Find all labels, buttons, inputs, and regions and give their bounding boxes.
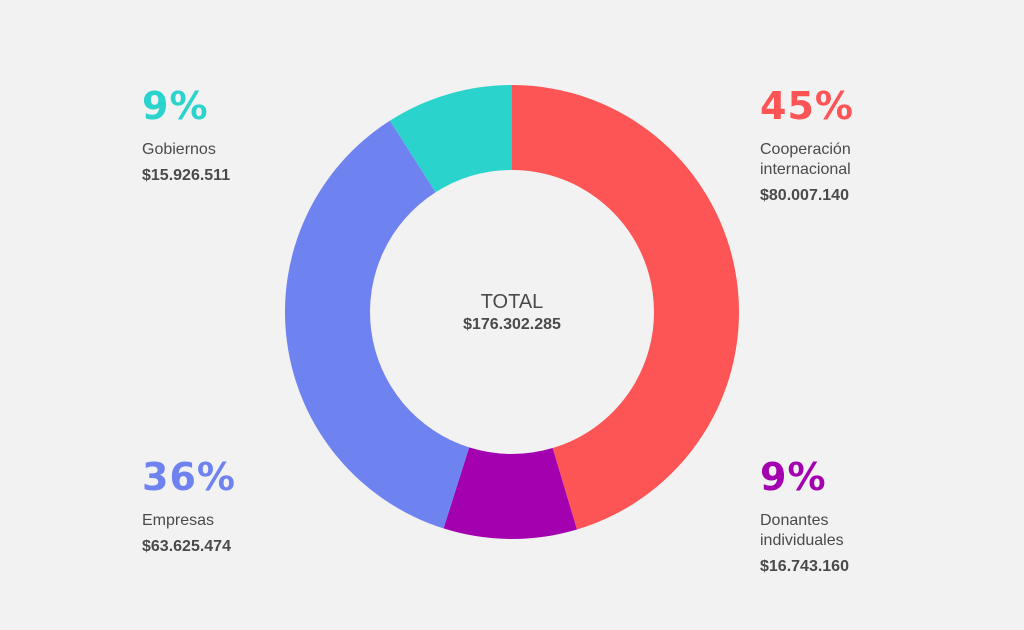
percent-label: 45%	[760, 84, 854, 128]
slice-don	[443, 447, 577, 539]
percent-label: 36%	[142, 455, 236, 499]
legend-cooperacion: 45% Cooperación internacional $80.007.14…	[760, 86, 854, 206]
total-label: TOTAL	[480, 291, 544, 313]
legend-gobiernos: 9% Gobiernos $15.926.511	[142, 86, 230, 186]
percent-label: 9%	[142, 84, 209, 128]
legend-empresas: 36% Empresas $63.625.474	[142, 457, 236, 557]
legend-donantes: 9% Donantes individuales $16.743.160	[760, 457, 849, 577]
segment-amount: $16.743.160	[760, 558, 849, 575]
total-summary: TOTAL $176.302.285	[412, 290, 612, 336]
segment-name: Donantes individuales	[760, 512, 844, 549]
slice-emp	[284, 120, 470, 529]
slice-coop	[512, 85, 739, 530]
segment-amount: $63.625.474	[142, 538, 231, 555]
segment-amount: $15.926.511	[142, 167, 231, 184]
total-amount: $176.302.285	[463, 316, 561, 333]
segment-name: Empresas	[142, 512, 215, 529]
segment-amount: $80.007.140	[760, 187, 849, 204]
segment-name: Gobiernos	[142, 141, 216, 158]
slice-gob	[389, 85, 512, 193]
percent-label: 9%	[760, 455, 827, 499]
segment-name: Cooperación internacional	[760, 141, 851, 178]
